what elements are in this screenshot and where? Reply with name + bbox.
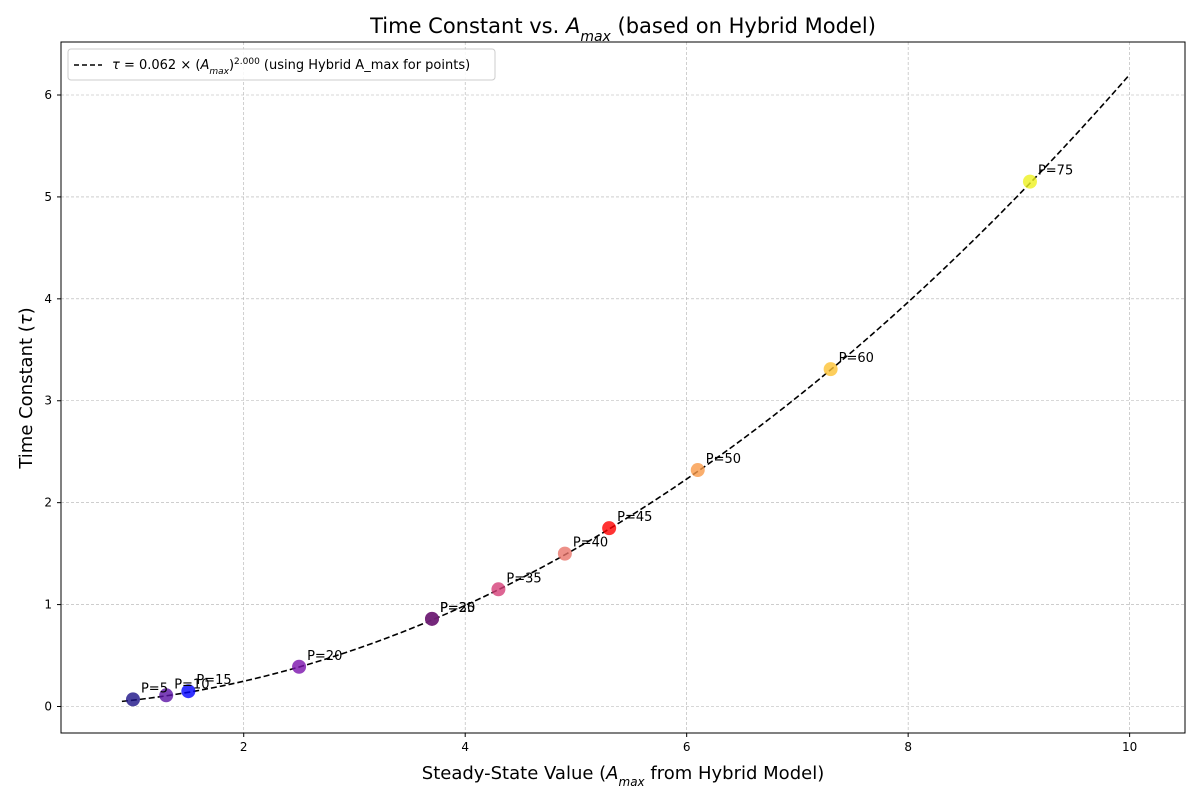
plot-frame <box>60 41 1186 734</box>
x-tick-label: 8 <box>904 740 912 754</box>
grid-lines <box>61 42 1185 733</box>
fit-curve <box>121 74 1131 703</box>
point-label: P=75 <box>1038 164 1073 179</box>
y-tick-label: 5 <box>44 190 52 204</box>
point-annotations: P=5 P=10P=15 P=20 P=25P=30 P=35 P=40 P=45 P=50 P… <box>141 164 1073 697</box>
point-label: P=30 <box>440 601 475 616</box>
point-label: P=25 <box>440 601 475 616</box>
legend-label: τ = 0.062 × (Amax)2.000 (using Hybrid A_… <box>112 57 470 77</box>
point-label: P=5 <box>141 681 168 696</box>
point-label: P=15 <box>196 673 231 688</box>
x-tick-label: 6 <box>683 740 691 754</box>
point-label: P=50 <box>706 452 741 467</box>
point-label: P=60 <box>839 351 874 366</box>
fit-curve-layer <box>121 74 1131 703</box>
legend-box <box>67 48 496 81</box>
x-axis-label: Steady-State Value (Amax from Hybrid Mod… <box>422 763 824 789</box>
data-point <box>602 521 617 536</box>
legend: τ = 0.062 × (Amax)2.000 (using Hybrid A_… <box>67 48 496 81</box>
point-label: P=35 <box>506 571 541 586</box>
data-point <box>424 611 439 626</box>
chart-title: Time Constant vs. Amax (based on Hybrid … <box>369 14 876 45</box>
y-tick-label: 3 <box>44 394 52 408</box>
point-label: P=10 <box>174 677 209 692</box>
y-tick-label: 1 <box>44 598 52 612</box>
y-tick-label: 2 <box>44 496 52 510</box>
point-label: P=45 <box>617 510 652 525</box>
data-point <box>823 362 838 377</box>
data-points <box>125 174 1037 707</box>
data-point <box>1022 174 1037 189</box>
y-axis-label: Time Constant (τ) <box>16 307 37 469</box>
data-point <box>181 684 196 699</box>
y-tick-label: 0 <box>44 700 52 714</box>
point-label: P=20 <box>307 649 342 664</box>
data-point <box>159 688 174 703</box>
data-point <box>690 463 705 478</box>
data-point <box>557 546 572 561</box>
data-point <box>491 582 506 597</box>
x-tick-label: 10 <box>1122 740 1137 754</box>
x-tick-label: 2 <box>240 740 248 754</box>
y-axis-ticks: 0 1 2 3 4 5 6 <box>44 88 61 714</box>
data-point <box>125 692 140 707</box>
y-tick-label: 4 <box>44 292 52 306</box>
data-point <box>292 659 307 674</box>
y-tick-label: 6 <box>44 88 52 102</box>
x-tick-label: 4 <box>461 740 469 754</box>
point-label: P=40 <box>573 536 608 551</box>
x-axis-ticks: 2 4 6 8 10 <box>240 733 1137 754</box>
